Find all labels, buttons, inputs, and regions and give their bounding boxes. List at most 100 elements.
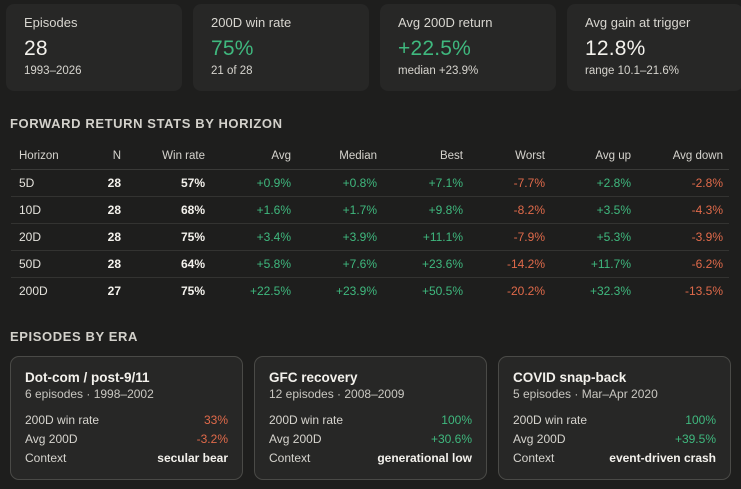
cell-horizon: 200D: [19, 283, 48, 298]
cell-best: +50.5%: [421, 283, 463, 298]
cell-avg-down: -6.2%: [637, 250, 729, 278]
cell-worst: -14.2%: [469, 250, 551, 278]
col-header-win-rate: Win rate: [127, 144, 211, 170]
era-name: Dot-com / post-9/11: [25, 370, 150, 385]
cell-win-rate: 64%: [127, 250, 211, 278]
era-card-gfc: GFC recovery 12 episodes · 2008–2009 200…: [254, 356, 487, 480]
cell-horizon: 10D: [11, 196, 79, 224]
cell-avg-down: -2.8%: [637, 169, 729, 197]
era-key: Context: [269, 451, 311, 465]
era-key: 200D win rate: [25, 413, 100, 427]
era-key: Context: [25, 451, 67, 465]
col-header-avg: Avg: [211, 144, 297, 170]
col-header-avg-down: Avg down: [637, 144, 729, 170]
era-value: +30.6%: [430, 432, 472, 446]
table-row: 200D 27 75% +22.5% +23.9% +50.5% -20.2% …: [11, 277, 729, 304]
table-row: 5D 28 57% +0.9% +0.8% +7.1% -7.7% +2.8% …: [11, 169, 729, 197]
era-key: 200D win rate: [269, 413, 344, 427]
era-key: Avg 200D: [25, 432, 78, 446]
kpi-sub: range 10.1–21.6%: [585, 65, 679, 77]
cell-avg: +3.4%: [211, 223, 297, 251]
cell-worst: -20.2%: [506, 283, 545, 298]
section-title-forward-stats: FORWARD RETURN STATS BY HORIZON: [10, 116, 283, 131]
cell-avg: +5.8%: [211, 250, 297, 278]
kpi-sub: 21 of 28: [211, 65, 253, 77]
cell-best: +23.6%: [383, 250, 469, 278]
cell-median: +0.8%: [297, 169, 383, 197]
table-row: 20D 28 75% +3.4% +3.9% +11.1% -7.9% +5.3…: [11, 223, 729, 251]
era-value: -3.2%: [196, 432, 228, 446]
era-name: COVID snap-back: [513, 370, 627, 385]
kpi-sub: median +23.9%: [398, 65, 479, 77]
cell-win-rate: 68%: [127, 196, 211, 224]
era-win-rate-line: 200D win rate 33%: [25, 411, 228, 430]
cell-avg-down: -4.3%: [637, 196, 729, 224]
era-avg-line: Avg 200D +39.5%: [513, 430, 716, 449]
col-header-median: Median: [297, 144, 383, 170]
cell-median: +23.9%: [335, 283, 377, 298]
cell-avg: +0.9%: [211, 169, 297, 197]
era-card-dotcom: Dot-com / post-9/11 6 episodes · 1998–20…: [10, 356, 243, 480]
era-avg-line: Avg 200D +30.6%: [269, 430, 472, 449]
cell-avg-up: +2.8%: [551, 169, 637, 197]
kpi-label: Episodes: [24, 15, 78, 30]
kpi-sub: 1993–2026: [24, 65, 82, 77]
era-context-line: Context event-driven crash: [513, 449, 716, 468]
era-value: 100%: [685, 413, 716, 427]
cell-win-rate: 57%: [127, 169, 211, 197]
cell-median: +1.7%: [297, 196, 383, 224]
era-cards: Dot-com / post-9/11 6 episodes · 1998–20…: [10, 356, 731, 480]
cell-worst: -8.2%: [469, 196, 551, 224]
kpi-value: +22.5%: [398, 37, 472, 60]
era-value: 100%: [441, 413, 472, 427]
kpi-card-avg-return: Avg 200D return +22.5% median +23.9%: [380, 4, 556, 91]
cell-avg: +1.6%: [211, 196, 297, 224]
cell-horizon: 50D: [11, 250, 79, 278]
era-win-rate-line: 200D win rate 100%: [513, 411, 716, 430]
kpi-value: 12.8%: [585, 37, 646, 60]
cell-n: 28: [79, 250, 127, 278]
era-value: generational low: [377, 451, 472, 465]
cell-avg-up: +5.3%: [551, 223, 637, 251]
table-header-row: Horizon N Win rate Avg Median Best Worst…: [11, 144, 729, 170]
era-value: secular bear: [157, 451, 228, 465]
cell-n: 27: [107, 283, 121, 298]
col-header-best: Best: [383, 144, 469, 170]
cell-horizon: 5D: [11, 169, 79, 197]
cell-avg: +22.5%: [249, 283, 291, 298]
col-header-horizon: Horizon: [11, 144, 79, 170]
cell-avg-down: -3.9%: [637, 223, 729, 251]
cell-avg-up: +32.3%: [589, 283, 631, 298]
era-key: Context: [513, 451, 555, 465]
era-context-line: Context secular bear: [25, 449, 228, 468]
era-subtitle: 5 episodes · Mar–Apr 2020: [513, 387, 658, 401]
section-title-eras: EPISODES BY ERA: [10, 329, 138, 344]
kpi-value: 75%: [211, 37, 254, 60]
cell-avg-down: -13.5%: [684, 283, 723, 298]
era-key: Avg 200D: [513, 432, 566, 446]
kpi-card-avg-gain: Avg gain at trigger 12.8% range 10.1–21.…: [567, 4, 741, 91]
era-key: Avg 200D: [269, 432, 322, 446]
table-row: 10D 28 68% +1.6% +1.7% +9.8% -8.2% +3.5%…: [11, 196, 729, 224]
forward-stats-table: Horizon N Win rate Avg Median Best Worst…: [11, 144, 729, 304]
era-win-rate-line: 200D win rate 100%: [269, 411, 472, 430]
cell-best: +7.1%: [383, 169, 469, 197]
kpi-row: Episodes 28 1993–2026 200D win rate 75% …: [6, 4, 741, 91]
kpi-label: 200D win rate: [211, 15, 292, 30]
era-name: GFC recovery: [269, 370, 358, 385]
cell-avg-up: +3.5%: [551, 196, 637, 224]
cell-win-rate: 75%: [180, 283, 205, 298]
era-value: event-driven crash: [609, 451, 716, 465]
cell-worst: -7.9%: [469, 223, 551, 251]
era-value: +39.5%: [674, 432, 716, 446]
era-card-covid: COVID snap-back 5 episodes · Mar–Apr 202…: [498, 356, 731, 480]
era-key: 200D win rate: [513, 413, 588, 427]
cell-best: +11.1%: [383, 223, 469, 251]
era-subtitle: 12 episodes · 2008–2009: [269, 387, 405, 401]
kpi-card-episodes: Episodes 28 1993–2026: [6, 4, 182, 91]
cell-median: +3.9%: [297, 223, 383, 251]
col-header-n: N: [79, 144, 127, 170]
cell-horizon: 20D: [11, 223, 79, 251]
era-subtitle: 6 episodes · 1998–2002: [25, 387, 154, 401]
kpi-value: 28: [24, 37, 48, 60]
